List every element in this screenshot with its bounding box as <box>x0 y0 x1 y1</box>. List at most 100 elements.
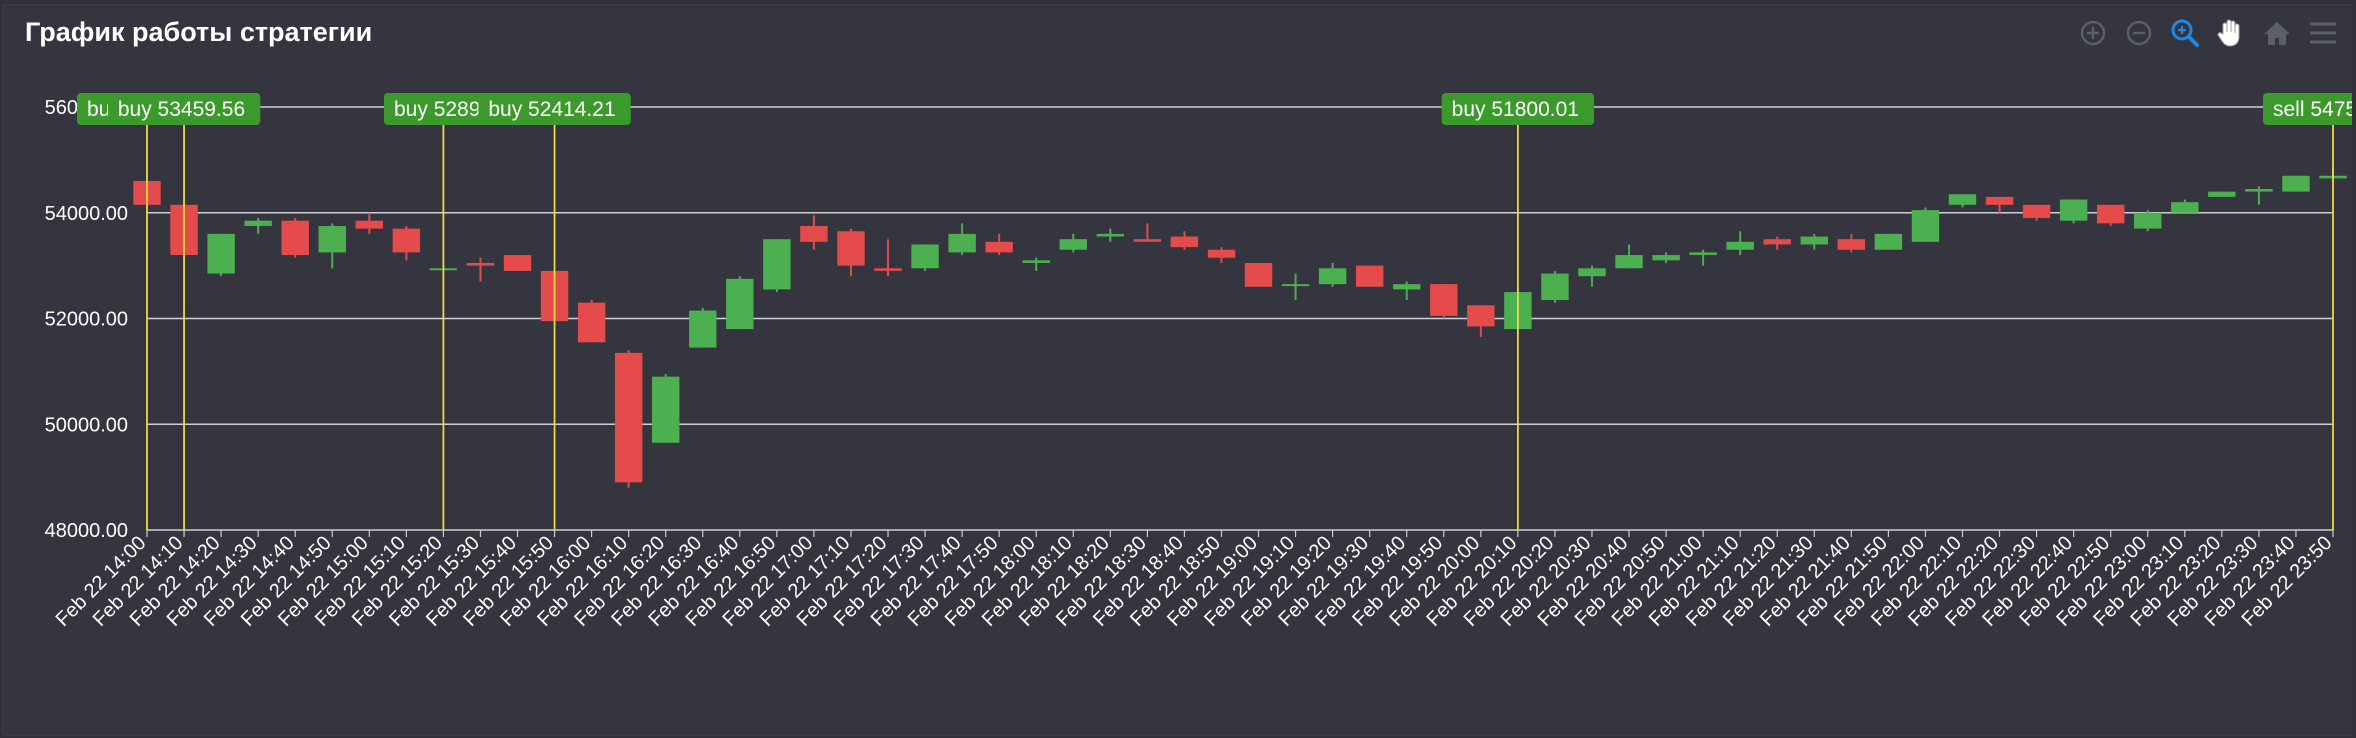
candle <box>281 218 309 258</box>
candle <box>1763 236 1791 250</box>
candle-body <box>874 268 902 271</box>
candle <box>1318 262 1347 287</box>
candle-body <box>1874 233 1903 250</box>
candle <box>1022 257 1050 271</box>
candle <box>1355 265 1384 287</box>
y-tick-label: 52000.00 <box>45 309 128 331</box>
candle-body <box>1837 239 1866 250</box>
candle-body <box>1800 236 1828 245</box>
candle-body <box>577 302 606 343</box>
candle-body <box>1578 268 1606 277</box>
candle-body <box>837 231 865 266</box>
candle-body <box>689 310 717 348</box>
candle-body <box>207 233 235 274</box>
candle <box>1985 196 2014 213</box>
candle-body <box>2282 175 2310 192</box>
candle-body <box>1244 262 1273 287</box>
candle-body <box>281 220 309 256</box>
candle <box>1615 244 1643 269</box>
candle-body <box>2208 191 2236 197</box>
candle <box>874 239 902 277</box>
candle <box>1467 305 1495 338</box>
candle <box>1837 233 1866 253</box>
candle <box>1578 265 1606 287</box>
candle-body <box>614 352 643 483</box>
trade-marker-label: buy 52414.21 <box>488 98 615 121</box>
candle <box>577 299 606 343</box>
candle-body <box>1059 239 1087 250</box>
candle-body <box>1430 284 1458 316</box>
candle-body <box>1022 260 1050 263</box>
candle <box>1726 231 1754 256</box>
trade-marker-label: buy 52898 <box>394 98 492 121</box>
candle <box>318 223 346 269</box>
candle <box>355 212 384 234</box>
candle-body <box>1763 239 1791 245</box>
candle <box>2208 191 2236 197</box>
trade-marker: buy 52898 <box>384 93 503 125</box>
candle <box>689 307 717 348</box>
trade-marker: buy 52414.21 <box>478 93 631 125</box>
trade-marker-label: buy 51800.01 <box>1452 98 1579 121</box>
candle-body <box>1541 273 1569 300</box>
candle <box>1689 249 1717 266</box>
candle-body <box>1281 284 1310 287</box>
candle-body <box>911 244 939 269</box>
candle <box>1059 233 1087 253</box>
trade-marker: buy 51800.01 <box>1441 93 1595 125</box>
trade-marker-box <box>478 93 631 125</box>
trade-marker: sell 5475 <box>2263 93 2356 125</box>
candle-body <box>1948 194 1977 205</box>
pan-hand-icon[interactable] <box>2215 17 2247 49</box>
candle-body <box>1726 241 1754 250</box>
candle <box>985 233 1013 256</box>
candle-body <box>2134 212 2162 229</box>
candle <box>1800 233 1828 250</box>
candle <box>1133 223 1162 242</box>
candle <box>503 255 532 271</box>
candle <box>1393 281 1421 300</box>
y-tick-label: 54000.00 <box>45 203 128 225</box>
home-reset-icon[interactable] <box>2261 17 2293 49</box>
candle <box>652 374 680 443</box>
candle-body <box>763 239 791 290</box>
zoom-in-icon[interactable] <box>2077 17 2109 49</box>
candle-body <box>1652 255 1680 261</box>
chart-title: График работы стратегии <box>25 17 373 47</box>
candle-body <box>948 233 976 253</box>
candle <box>2282 175 2310 192</box>
trade-marker: buy 53459.56 <box>107 93 261 125</box>
candle-body <box>1207 249 1236 258</box>
candle <box>948 223 976 256</box>
zoom-selection-icon[interactable] <box>2169 17 2201 49</box>
trade-marker-box <box>1441 93 1595 125</box>
candle-body <box>2022 204 2051 219</box>
candle <box>614 350 643 488</box>
candle <box>392 225 421 261</box>
edge-mask <box>2352 0 2356 738</box>
candle-body <box>1615 255 1643 269</box>
menu-icon[interactable] <box>2307 17 2339 49</box>
candle <box>763 239 791 293</box>
zoom-out-icon[interactable] <box>2123 17 2155 49</box>
candle-body <box>1355 265 1384 287</box>
candle <box>1911 207 1940 242</box>
candle <box>207 233 235 277</box>
trade-marker-box <box>2263 93 2356 125</box>
candle-body <box>1133 239 1162 242</box>
candle <box>1430 284 1458 319</box>
candle <box>2059 199 2088 224</box>
candle <box>911 244 939 271</box>
chart-toolbar <box>2077 17 2339 49</box>
chart-panel: График работы стратегии <box>2 4 2354 736</box>
candle <box>1281 273 1310 300</box>
candle <box>2245 186 2273 205</box>
candle-body <box>1911 210 1940 242</box>
candle-body <box>1467 305 1495 327</box>
candle-body <box>503 255 532 271</box>
candle-body <box>1318 268 1347 285</box>
candle <box>2096 204 2125 226</box>
candle <box>2171 199 2199 213</box>
candle <box>726 276 754 330</box>
candle-body <box>392 228 421 253</box>
